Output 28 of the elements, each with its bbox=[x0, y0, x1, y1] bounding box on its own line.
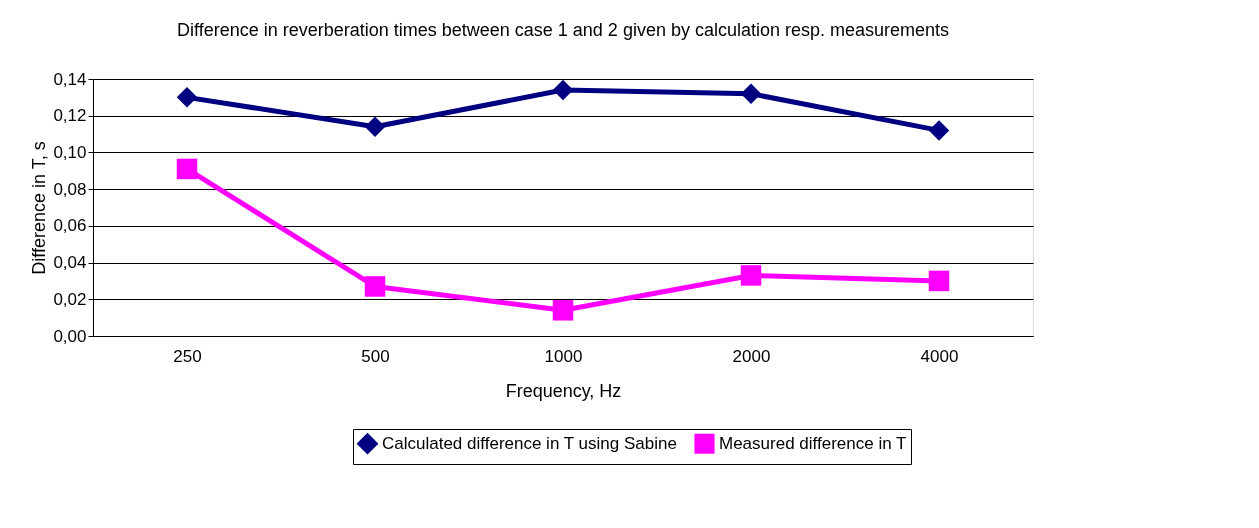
point bbox=[176, 158, 198, 180]
y-tick-label: 0,02 bbox=[53, 289, 87, 309]
legend-label: Calculated difference in T using Sabine bbox=[382, 433, 677, 453]
point bbox=[552, 300, 574, 321]
point bbox=[928, 270, 950, 292]
x-tick-label: 4000 bbox=[920, 346, 959, 366]
point bbox=[364, 276, 386, 297]
y-tick-label: 0,12 bbox=[53, 106, 87, 126]
point bbox=[176, 87, 198, 108]
point bbox=[552, 79, 574, 101]
point bbox=[740, 265, 762, 286]
x-tick-label: 250 bbox=[173, 346, 202, 366]
x-tick-label: 2000 bbox=[732, 346, 771, 366]
y-tick-label: 0,04 bbox=[53, 253, 87, 273]
point bbox=[740, 83, 762, 104]
y-axis-title: Difference in T, s bbox=[29, 141, 50, 275]
y-tick-label: 0,00 bbox=[53, 326, 87, 346]
y-tick-label: 0,14 bbox=[53, 69, 87, 89]
point bbox=[364, 116, 386, 137]
legend-label: Measured difference in T bbox=[719, 433, 907, 453]
point bbox=[928, 120, 950, 141]
y-tick-label: 0,10 bbox=[53, 142, 87, 162]
x-tick-label: 1000 bbox=[544, 346, 583, 366]
x-axis-title: Frequency, Hz bbox=[505, 380, 622, 401]
y-tick-label: 0,06 bbox=[53, 216, 87, 236]
chart-title: Difference in reverberation times between case 1 and 2 given by calculation resp. measurements bbox=[176, 20, 950, 40]
x-tick-label: 500 bbox=[361, 346, 390, 366]
y-tick-label: 0,08 bbox=[53, 179, 87, 199]
